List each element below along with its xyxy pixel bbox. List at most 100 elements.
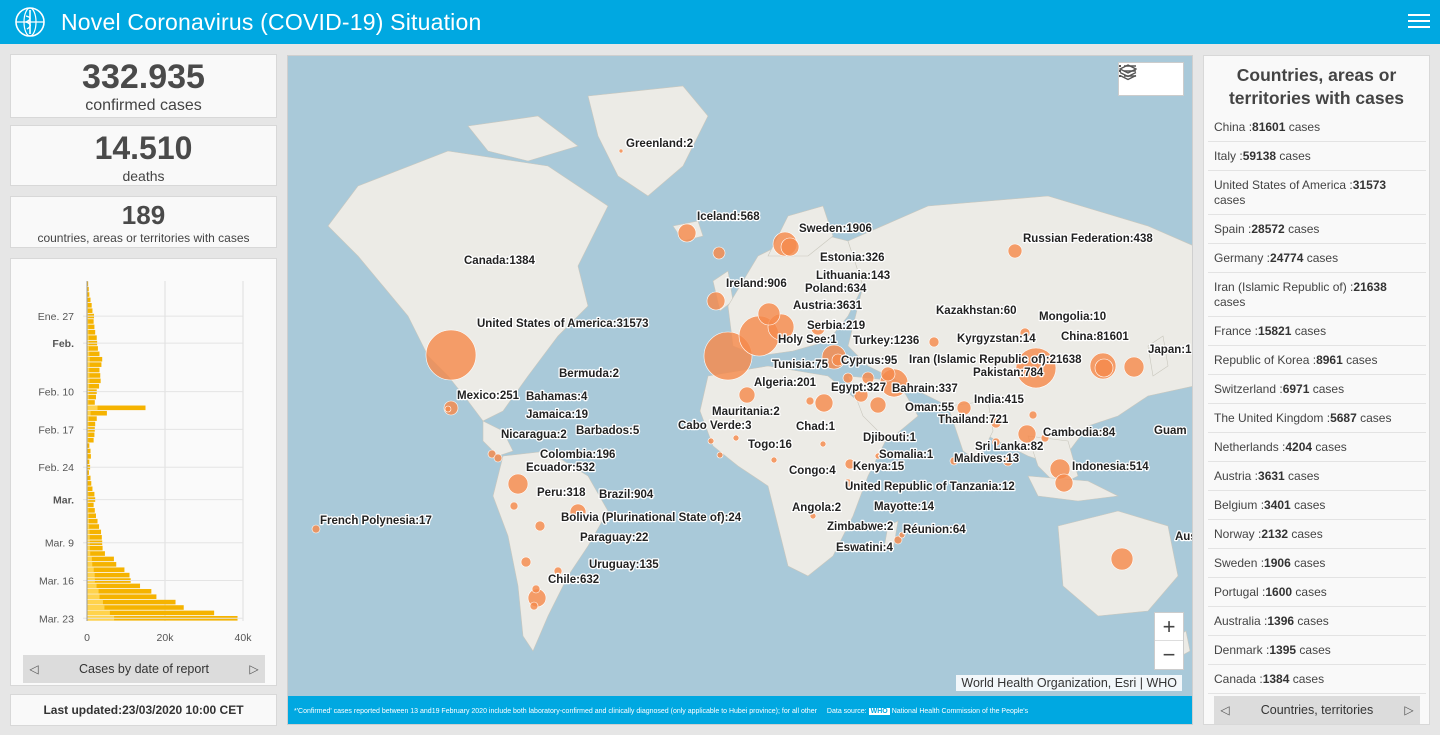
case-bubble[interactable] bbox=[534, 520, 546, 532]
case-bubble[interactable] bbox=[990, 417, 1002, 429]
chart-bar[interactable] bbox=[87, 594, 157, 600]
country-list-item[interactable]: Spain :28572 cases bbox=[1208, 215, 1426, 244]
chart-bar[interactable] bbox=[87, 416, 97, 421]
chart-bar-segment[interactable] bbox=[87, 378, 90, 384]
case-bubble[interactable] bbox=[509, 501, 519, 511]
case-bubble[interactable] bbox=[770, 456, 778, 464]
case-bubble[interactable] bbox=[861, 371, 875, 385]
case-bubble[interactable] bbox=[1110, 547, 1134, 571]
chart-bar[interactable] bbox=[87, 605, 184, 610]
map-country-label[interactable]: Paraguay:22 bbox=[579, 531, 650, 546]
country-list-item[interactable]: Republic of Korea :8961 cases bbox=[1208, 346, 1426, 375]
case-bubble[interactable] bbox=[831, 353, 845, 367]
map-country-label[interactable]: Bermuda:2 bbox=[558, 367, 621, 382]
case-bubble[interactable] bbox=[520, 556, 532, 568]
chart-bar-segment[interactable] bbox=[87, 432, 89, 438]
chart-bar-segment[interactable] bbox=[87, 405, 98, 411]
country-list-item[interactable]: Norway :2132 cases bbox=[1208, 520, 1426, 549]
case-bubble[interactable] bbox=[880, 366, 896, 382]
case-bubble[interactable] bbox=[529, 601, 539, 611]
country-list-item[interactable]: China :81601 cases bbox=[1208, 113, 1426, 142]
chart-bar[interactable] bbox=[87, 356, 103, 362]
chart-bar-segment[interactable] bbox=[87, 567, 94, 573]
map-country-label[interactable]: Togo:16 bbox=[747, 438, 793, 453]
case-bubble[interactable] bbox=[618, 148, 624, 154]
case-bubble[interactable] bbox=[425, 329, 477, 381]
case-bubble[interactable] bbox=[874, 452, 882, 460]
chart-bar[interactable] bbox=[87, 599, 176, 605]
country-list-item[interactable]: United States of America :31573 cases bbox=[1208, 171, 1426, 215]
map-country-label[interactable]: China:81601 bbox=[1060, 330, 1131, 345]
case-bubble[interactable] bbox=[814, 393, 834, 413]
chart-bar-segment[interactable] bbox=[87, 421, 89, 427]
chart-bar-segment[interactable] bbox=[87, 556, 92, 562]
case-bubble[interactable] bbox=[956, 400, 972, 416]
chart-bar[interactable] bbox=[87, 524, 100, 529]
chart-bar[interactable] bbox=[87, 324, 95, 330]
chart-bar[interactable] bbox=[87, 502, 94, 508]
map-country-label[interactable]: Colombia:196 bbox=[539, 448, 617, 463]
map-country-label[interactable]: Cabo Verde:3 bbox=[677, 419, 753, 434]
map-country-label[interactable]: Mauritania:2 bbox=[711, 405, 781, 420]
map-country-label[interactable]: Bolivia (Plurinational State of):24 bbox=[560, 511, 743, 526]
chart-bar[interactable] bbox=[87, 491, 95, 497]
case-bubble[interactable] bbox=[1019, 327, 1031, 339]
map-country-label[interactable]: Peru:318 bbox=[536, 486, 588, 501]
map-country-label[interactable]: Iceland:568 bbox=[696, 210, 762, 225]
chart-bar-segment[interactable] bbox=[87, 319, 89, 324]
case-bubble[interactable] bbox=[531, 584, 541, 594]
case-bubble[interactable] bbox=[311, 524, 321, 534]
country-list-item[interactable]: Denmark :1395 cases bbox=[1208, 636, 1426, 665]
chart-bar[interactable] bbox=[87, 529, 102, 535]
chart-bar-segment[interactable] bbox=[87, 524, 90, 529]
case-bubble[interactable] bbox=[1123, 356, 1145, 378]
chart-bar-segment[interactable] bbox=[87, 356, 90, 362]
case-bubble[interactable] bbox=[844, 458, 856, 470]
chart-bar[interactable] bbox=[87, 432, 95, 438]
chart-bar[interactable] bbox=[87, 405, 146, 411]
map-country-label[interactable]: Kyrgyzstan:14 bbox=[956, 332, 1038, 347]
zoom-out-icon[interactable]: − bbox=[1162, 642, 1176, 667]
map-country-label[interactable]: Uruguay:135 bbox=[588, 558, 661, 573]
chart-bar[interactable] bbox=[87, 443, 90, 448]
map-country-label[interactable]: Réunion:64 bbox=[902, 523, 968, 538]
map-country-label[interactable]: Brazil:904 bbox=[598, 488, 655, 503]
map-country-label[interactable]: Tunisia:75 bbox=[771, 358, 830, 373]
map-country-label[interactable]: Cyprus:95 bbox=[840, 354, 899, 369]
chart-bar[interactable] bbox=[87, 281, 89, 286]
case-bubble[interactable] bbox=[928, 336, 940, 348]
chart-bar[interactable] bbox=[87, 508, 95, 513]
menu-icon[interactable] bbox=[1408, 10, 1430, 32]
chart-bar[interactable] bbox=[87, 481, 92, 486]
chart-bar[interactable] bbox=[87, 421, 96, 427]
map-country-label[interactable]: Greenland:2 bbox=[625, 137, 695, 152]
case-bubble[interactable] bbox=[732, 434, 740, 442]
case-bubble[interactable] bbox=[809, 512, 817, 520]
map-country-label[interactable]: Zimbabwe:2 bbox=[826, 520, 895, 535]
chart-bar-segment[interactable] bbox=[87, 416, 89, 421]
case-bubble[interactable] bbox=[1054, 473, 1074, 493]
case-bubble[interactable] bbox=[898, 531, 906, 539]
map-country-label[interactable]: Egypt:327 bbox=[830, 381, 887, 396]
map-country-label[interactable]: Australia:1 bbox=[1174, 530, 1193, 545]
chart-bar[interactable] bbox=[87, 551, 105, 556]
map-country-label[interactable]: Eswatini:4 bbox=[835, 541, 895, 556]
map-country-label[interactable]: Holy See:1 bbox=[777, 333, 839, 348]
map-country-label[interactable]: Pakistan:784 bbox=[972, 366, 1045, 381]
chart-bar-segment[interactable] bbox=[87, 562, 93, 567]
chart-bar-segment[interactable] bbox=[87, 502, 89, 508]
chart-bar-segment[interactable] bbox=[87, 599, 103, 605]
chart-bar-segment[interactable] bbox=[87, 594, 100, 600]
country-list-item[interactable]: Belgium :3401 cases bbox=[1208, 491, 1426, 520]
case-bubble[interactable] bbox=[869, 396, 887, 414]
case-bubble[interactable] bbox=[738, 386, 756, 404]
chart-bar-segment[interactable] bbox=[87, 383, 90, 389]
country-list-item[interactable]: Iran (Islamic Republic of) :21638 cases bbox=[1208, 273, 1426, 317]
country-list-item[interactable]: Netherlands :4204 cases bbox=[1208, 433, 1426, 462]
country-list-item[interactable]: Switzerland :6971 cases bbox=[1208, 375, 1426, 404]
chart-bar[interactable] bbox=[87, 486, 93, 492]
chart-bar[interactable] bbox=[87, 373, 101, 378]
layers-icon[interactable] bbox=[1119, 64, 1177, 89]
chart-bar-segment[interactable] bbox=[87, 529, 90, 535]
chart-bar-segment[interactable] bbox=[87, 551, 91, 556]
